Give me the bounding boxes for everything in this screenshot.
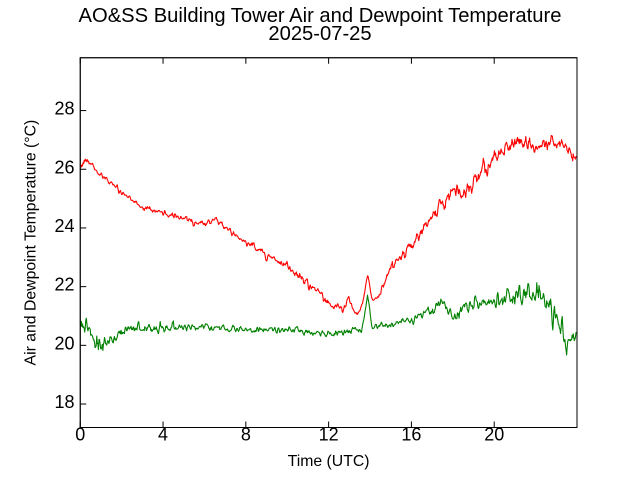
svg-text:26: 26 <box>54 157 74 177</box>
svg-text:28: 28 <box>54 99 74 119</box>
svg-text:Time (UTC): Time (UTC) <box>288 453 370 470</box>
svg-text:22: 22 <box>54 275 74 295</box>
svg-text:2025-07-25: 2025-07-25 <box>268 23 371 45</box>
svg-text:18: 18 <box>54 392 74 412</box>
svg-text:20: 20 <box>54 333 74 353</box>
svg-text:24: 24 <box>54 216 74 236</box>
svg-text:Air and Dewpoint Temperature (: Air and Dewpoint Temperature (°C) <box>22 120 39 366</box>
